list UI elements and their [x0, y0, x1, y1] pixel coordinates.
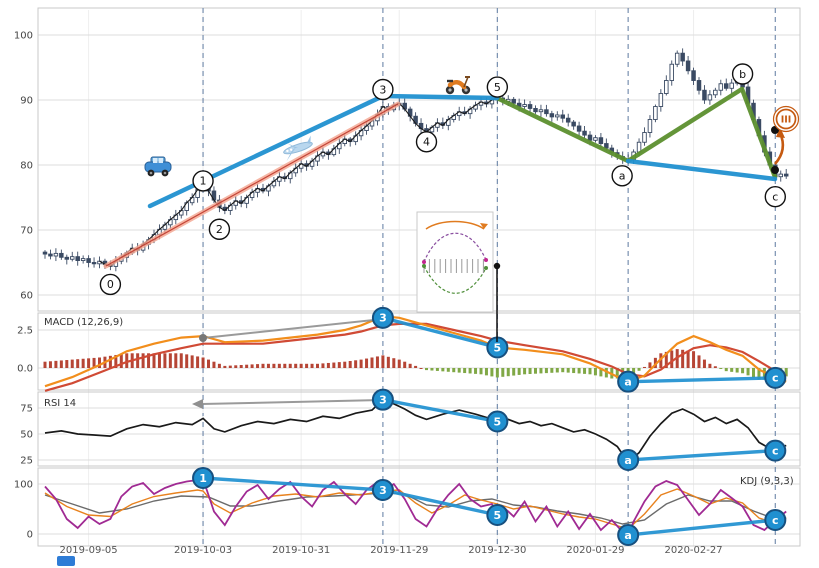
svg-text:5: 5	[494, 81, 501, 94]
rsi-wave-markers: 3 5 a c	[371, 388, 787, 471]
kdj-panel	[44, 477, 787, 537]
svg-text:5: 5	[494, 509, 502, 522]
svg-text:90: 90	[20, 96, 33, 107]
svg-text:a: a	[619, 170, 626, 183]
svg-text:2019-09-05: 2019-09-05	[60, 545, 118, 556]
svg-text:2019-10-03: 2019-10-03	[174, 545, 232, 556]
svg-text:3: 3	[379, 312, 387, 325]
macd-panel	[43, 315, 788, 392]
svg-text:60: 60	[20, 291, 33, 302]
svg-text:3: 3	[379, 484, 387, 497]
close-line	[99, 97, 498, 268]
svg-text:0: 0	[107, 278, 114, 291]
svg-text:a: a	[624, 454, 631, 467]
svg-text:c: c	[772, 514, 779, 527]
price-wave-markers: 0 1 2 3 4 5 a b c	[99, 63, 786, 296]
car-icon	[144, 156, 172, 177]
svg-text:a: a	[624, 375, 631, 388]
svg-text:2: 2	[216, 223, 223, 236]
svg-text:5: 5	[494, 415, 502, 428]
macd-wave-markers: 3 5 a c	[371, 306, 787, 393]
scooter-icon	[445, 76, 471, 95]
svg-text:25: 25	[20, 456, 33, 467]
svg-text:100: 100	[14, 480, 33, 491]
trend-lines	[103, 86, 778, 269]
svg-text:4: 4	[423, 136, 430, 149]
rsi-panel	[44, 397, 788, 466]
svg-text:c: c	[772, 372, 779, 385]
svg-text:2020-02-27: 2020-02-27	[664, 545, 722, 556]
svg-text:0: 0	[27, 530, 33, 541]
svg-text:50: 50	[20, 430, 33, 441]
degree-annotation: III	[771, 105, 800, 174]
svg-text:1: 1	[199, 472, 207, 485]
svg-text:100: 100	[14, 31, 33, 42]
inset-thumbnail	[416, 211, 501, 342]
svg-text:2019-10-31: 2019-10-31	[272, 545, 330, 556]
svg-text:c: c	[772, 191, 778, 204]
svg-text:80: 80	[20, 161, 33, 172]
svg-text:2019-11-29: 2019-11-29	[370, 545, 428, 556]
svg-text:III: III	[781, 115, 792, 126]
svg-text:70: 70	[20, 226, 33, 237]
svg-text:3: 3	[379, 393, 387, 406]
svg-text:75: 75	[20, 404, 33, 415]
svg-text:0.0: 0.0	[17, 364, 33, 375]
svg-text:3: 3	[379, 83, 386, 96]
svg-text:a: a	[624, 529, 631, 542]
svg-text:2020-01-29: 2020-01-29	[566, 545, 624, 556]
svg-text:b: b	[739, 68, 746, 81]
corner-badge	[57, 556, 75, 566]
svg-text:5: 5	[494, 341, 502, 354]
x-axis-labels: 2019-09-05 2019-10-03 2019-10-31 2019-11-29…	[60, 545, 723, 556]
svg-text:2.5: 2.5	[17, 326, 33, 337]
kdj-wave-markers: 1 3 5 a c	[192, 467, 787, 546]
svg-text:c: c	[772, 444, 779, 457]
svg-text:1: 1	[200, 175, 207, 188]
svg-text:2019-12-30: 2019-12-30	[468, 545, 526, 556]
